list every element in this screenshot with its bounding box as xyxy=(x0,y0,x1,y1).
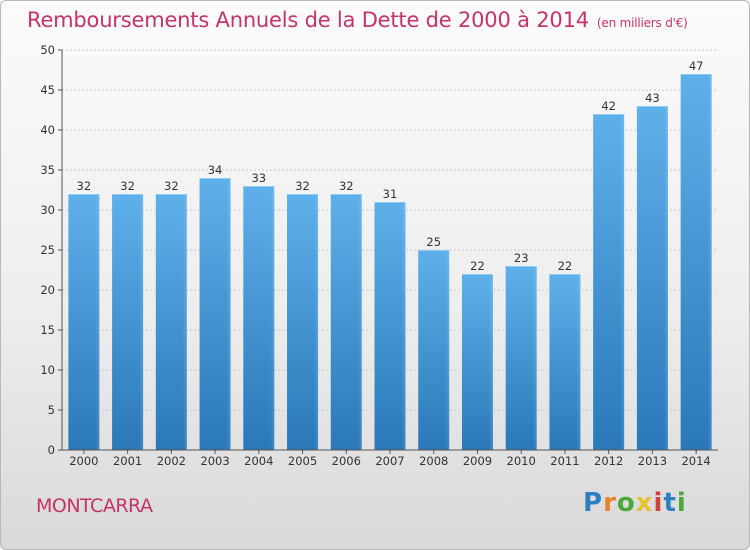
bar-2001 xyxy=(112,194,144,450)
x-tick-label: 2008 xyxy=(419,454,448,468)
bar-2008 xyxy=(418,250,450,450)
y-tick-label: 5 xyxy=(48,403,55,417)
y-tick-label: 10 xyxy=(40,363,55,377)
value-label: 25 xyxy=(426,235,441,249)
bar-2007 xyxy=(374,202,406,450)
x-tick-label: 2013 xyxy=(638,454,667,468)
bar-2003 xyxy=(199,178,231,450)
bars xyxy=(68,74,712,450)
bar-2009 xyxy=(461,274,493,450)
x-tick-label: 2014 xyxy=(681,454,710,468)
y-tick-label: 35 xyxy=(40,163,55,177)
value-label: 22 xyxy=(558,259,573,273)
bar-2010 xyxy=(505,266,537,450)
chart-unit: (en milliers d'€) xyxy=(596,16,688,30)
value-label: 42 xyxy=(601,99,616,113)
y-tick-label: 20 xyxy=(40,283,55,297)
city-name: MONTCARRA xyxy=(36,495,153,517)
bar-2013 xyxy=(636,106,668,450)
value-label: 32 xyxy=(295,179,310,193)
x-tick-label: 2006 xyxy=(332,454,361,468)
bar-2002 xyxy=(155,194,187,450)
value-label: 34 xyxy=(208,163,223,177)
logo-letter: P xyxy=(583,488,604,518)
bar-highlight xyxy=(139,194,144,450)
chart-title-text: Remboursements Annuels de la Dette de 20… xyxy=(27,8,589,32)
x-tick-label: 2000 xyxy=(69,454,98,468)
value-label: 32 xyxy=(164,179,179,193)
bar-2004 xyxy=(243,186,275,450)
bar-2005 xyxy=(287,194,319,450)
y-tick-label: 45 xyxy=(40,83,55,97)
logo-letter: o xyxy=(616,488,636,518)
bar-highlight xyxy=(576,274,581,450)
x-tick-label: 2010 xyxy=(507,454,536,468)
logo-letter: t xyxy=(663,488,677,518)
bar-highlight xyxy=(620,114,625,450)
x-tick-label: 2005 xyxy=(288,454,317,468)
axes: 0 5 10 15 20 25 30 35 40 45 50 2000 2001 2002 2003 2004… xyxy=(40,43,718,468)
x-tick-label: 2012 xyxy=(594,454,623,468)
logo-letter: r xyxy=(603,488,617,518)
y-tick-label: 25 xyxy=(40,243,55,257)
value-label: 32 xyxy=(77,179,92,193)
bar-highlight xyxy=(314,194,319,450)
value-label: 43 xyxy=(645,91,660,105)
bar-highlight xyxy=(357,194,362,450)
bar-2000 xyxy=(68,194,100,450)
bar-highlight xyxy=(401,202,406,450)
bar-highlight xyxy=(532,266,537,450)
value-label: 31 xyxy=(383,187,398,201)
value-label: 32 xyxy=(339,179,354,193)
value-label: 32 xyxy=(120,179,135,193)
y-tick-label: 50 xyxy=(40,43,55,57)
bar-2006 xyxy=(330,194,362,450)
bar-highlight xyxy=(663,106,668,450)
value-label: 33 xyxy=(251,171,266,185)
logo-letter: i xyxy=(653,488,664,518)
logo-letter: x xyxy=(635,488,654,518)
x-tick-label: 2001 xyxy=(113,454,142,468)
data-labels: 32 32 32 34 33 32 32 31 25 22 23 22 42 43 47 xyxy=(77,59,704,273)
x-tick-label: 2007 xyxy=(375,454,404,468)
bar-highlight xyxy=(182,194,187,450)
x-tick-label: 2004 xyxy=(244,454,273,468)
y-tick-label: 15 xyxy=(40,323,55,337)
y-tick-label: 40 xyxy=(40,123,55,137)
bar-highlight xyxy=(445,250,450,450)
y-tick-label: 30 xyxy=(40,203,55,217)
bar-2014 xyxy=(680,74,712,450)
value-label: 47 xyxy=(689,59,704,73)
bar-highlight xyxy=(226,178,231,450)
bar-highlight xyxy=(270,186,275,450)
value-label: 23 xyxy=(514,251,529,265)
logo-letter: i xyxy=(676,488,687,518)
chart-title: Remboursements Annuels de la Dette de 20… xyxy=(27,8,688,32)
bar-2012 xyxy=(593,114,625,450)
x-tick-label: 2002 xyxy=(157,454,186,468)
bar-highlight xyxy=(707,74,712,450)
bar-2011 xyxy=(549,274,581,450)
x-tick-label: 2011 xyxy=(550,454,579,468)
bar-highlight xyxy=(95,194,100,450)
value-label: 22 xyxy=(470,259,485,273)
x-tick-label: 2003 xyxy=(200,454,229,468)
x-tick-label: 2009 xyxy=(463,454,492,468)
proxiti-logo: Proxiti xyxy=(583,488,687,518)
bar-highlight xyxy=(488,274,493,450)
y-tick-label: 0 xyxy=(48,443,55,457)
